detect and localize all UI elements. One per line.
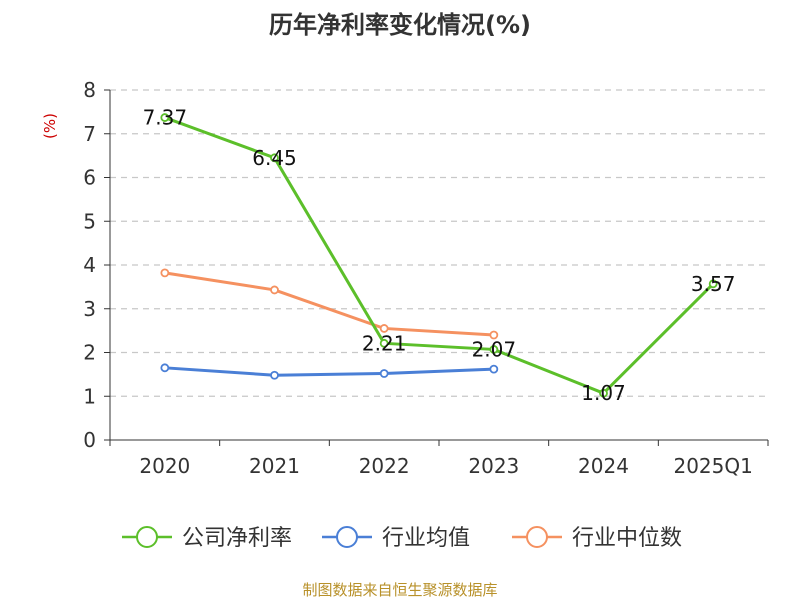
legend-swatch-marker bbox=[136, 526, 158, 548]
y-tick-label: 5 bbox=[83, 209, 96, 233]
axes bbox=[104, 89, 769, 446]
data-label: 2.21 bbox=[362, 331, 407, 355]
legend-label: 行业均值 bbox=[382, 526, 470, 551]
y-tick-label: 1 bbox=[83, 384, 96, 408]
data-point bbox=[379, 369, 389, 378]
y-tick-labels: 0 1 2 3 4 5 6 7 8 bbox=[83, 78, 96, 452]
data-point bbox=[160, 268, 170, 278]
legend-label: 公司净利率 bbox=[182, 526, 292, 551]
x-tick-label: 2020 bbox=[139, 454, 190, 478]
legend-item: 行业中位数 bbox=[512, 526, 682, 551]
data-point bbox=[270, 153, 279, 163]
data-point bbox=[489, 345, 499, 354]
data-label: 6.45 bbox=[252, 146, 297, 170]
y-tick-label: 0 bbox=[83, 428, 96, 452]
data-point bbox=[270, 370, 279, 380]
x-tick-label: 2021 bbox=[249, 454, 300, 478]
x-tick-labels: 2020 2021 2022 2023 2024 2025Q1 bbox=[139, 454, 752, 478]
legend-item: 行业均值 bbox=[322, 526, 470, 551]
y-tick-label: 2 bbox=[83, 341, 96, 365]
x-tick-label: 2024 bbox=[578, 454, 629, 478]
legend: 公司净利率 行业均值 行业中位数 bbox=[122, 526, 682, 551]
y-tick-label: 8 bbox=[83, 78, 96, 102]
y-axis-label: (%) bbox=[41, 113, 59, 139]
data-point bbox=[160, 113, 170, 122]
data-label: 1.07 bbox=[581, 381, 626, 405]
gridlines bbox=[110, 89, 768, 397]
legend-swatch-marker bbox=[336, 526, 358, 548]
data-label: 3.57 bbox=[691, 272, 736, 296]
series-lines bbox=[160, 113, 718, 398]
chart-title: 历年净利率变化情况(%) bbox=[269, 11, 531, 39]
y-tick-label: 6 bbox=[83, 166, 96, 190]
series-line bbox=[164, 116, 715, 395]
legend-label: 行业中位数 bbox=[572, 526, 682, 551]
data-point bbox=[379, 324, 389, 333]
source-note: 制图数据来自恒生聚源数据库 bbox=[302, 581, 497, 599]
y-tick-label: 4 bbox=[83, 253, 96, 277]
data-point bbox=[270, 285, 279, 295]
data-point bbox=[379, 338, 389, 348]
y-tick-label: 7 bbox=[83, 122, 96, 146]
x-tick-label: 2023 bbox=[468, 454, 519, 478]
data-labels: 7.37 6.45 2.21 2.07 1.07 3.57 bbox=[143, 106, 736, 406]
x-tick-label: 2022 bbox=[359, 454, 410, 478]
data-label: 2.07 bbox=[472, 337, 517, 361]
series-line bbox=[164, 366, 494, 377]
y-tick-label: 3 bbox=[83, 297, 96, 321]
legend-swatch-marker bbox=[526, 526, 548, 548]
series-line bbox=[164, 271, 494, 337]
data-point bbox=[599, 388, 608, 398]
data-point bbox=[160, 363, 170, 373]
legend-item: 公司净利率 bbox=[122, 526, 292, 551]
x-tick-label: 2025Q1 bbox=[673, 454, 752, 478]
data-label: 7.37 bbox=[143, 106, 188, 130]
data-point bbox=[489, 364, 499, 374]
data-point bbox=[489, 330, 499, 340]
data-point bbox=[708, 279, 718, 289]
